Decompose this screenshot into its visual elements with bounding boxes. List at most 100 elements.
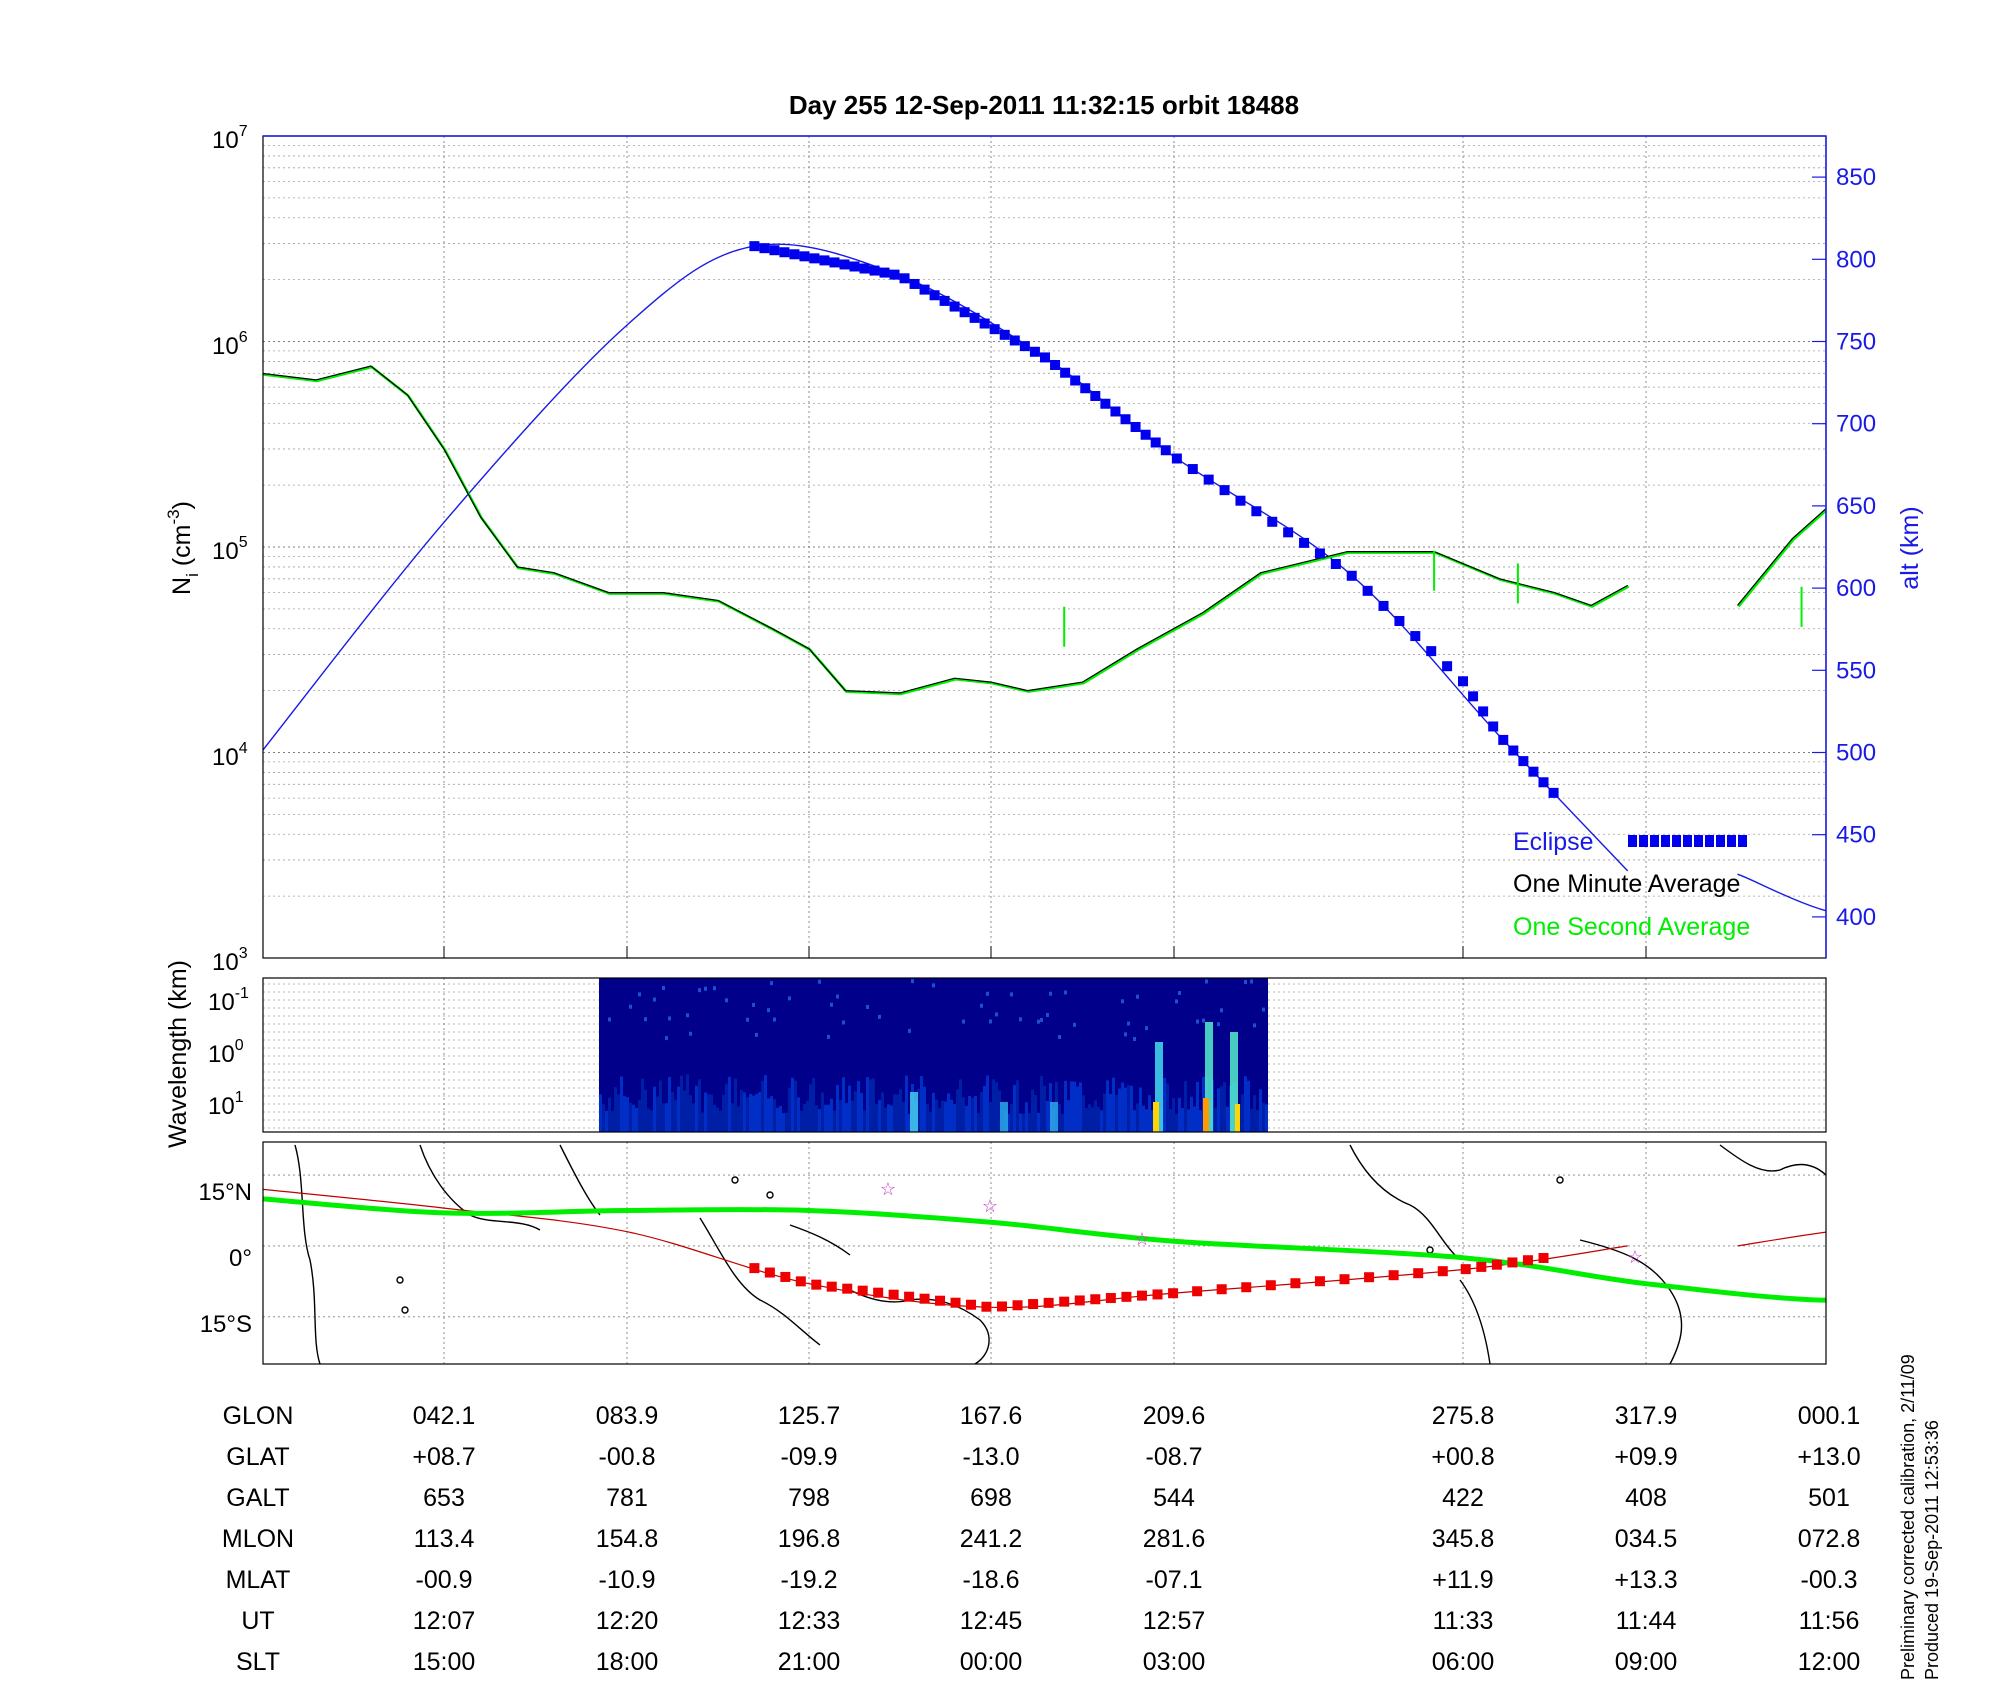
spectrogram-column bbox=[950, 1099, 953, 1132]
eclipse-track-marker bbox=[1152, 1289, 1163, 1300]
island bbox=[401, 1306, 409, 1314]
table-cell: 12:33 bbox=[778, 1607, 841, 1635]
spectrogram-speckle bbox=[1049, 991, 1052, 996]
eclipse-track-marker bbox=[1522, 1255, 1533, 1266]
spectrogram-column bbox=[788, 1087, 791, 1132]
spectrogram-speckle bbox=[767, 1008, 770, 1013]
eclipse-marker bbox=[1267, 516, 1278, 527]
spectrogram-column bbox=[1133, 1110, 1136, 1132]
table-cell: +11.9 bbox=[1432, 1566, 1493, 1594]
eclipse-marker bbox=[989, 324, 1000, 335]
spectrogram-column bbox=[1088, 1104, 1091, 1132]
spectrogram-column bbox=[1082, 1095, 1085, 1132]
spectrogram-column bbox=[938, 1108, 941, 1132]
eclipse-track-marker bbox=[1265, 1280, 1276, 1291]
spectrogram-column bbox=[743, 1092, 746, 1132]
spectrogram-column bbox=[734, 1078, 737, 1132]
spectrogram-column bbox=[923, 1086, 926, 1132]
eclipse-marker bbox=[1219, 485, 1230, 496]
map-grid bbox=[263, 1142, 1826, 1364]
spectrogram-column bbox=[815, 1105, 818, 1132]
spectrogram-column bbox=[1058, 1104, 1061, 1132]
eclipse-track-marker bbox=[981, 1301, 992, 1312]
table-cell: -10.9 bbox=[599, 1566, 656, 1594]
spectrogram-burst bbox=[1155, 1042, 1163, 1132]
spectrogram-column bbox=[770, 1096, 773, 1132]
spectrogram-column bbox=[932, 1092, 935, 1132]
eclipse-marker bbox=[1080, 383, 1091, 394]
spectrogram-panel: 10-1 100 101 Wavelength (km) bbox=[164, 960, 1827, 1148]
eclipse-marker bbox=[919, 284, 930, 295]
table-cell: 12:07 bbox=[413, 1607, 476, 1635]
spectrogram-column bbox=[764, 1075, 767, 1132]
chart-title: Day 255 12-Sep-2011 11:32:15 orbit 18488 bbox=[789, 90, 1299, 120]
table-cell: 544 bbox=[1153, 1484, 1195, 1512]
spectrogram-column bbox=[773, 1099, 776, 1132]
spectrogram-column bbox=[755, 1094, 758, 1132]
spectrogram-column bbox=[992, 1079, 995, 1132]
spectrogram-speckle bbox=[986, 991, 989, 996]
map-ytick-15n: 15°N bbox=[198, 1179, 252, 1206]
eclipse-marker bbox=[799, 251, 810, 262]
spectrogram-speckle bbox=[1145, 1026, 1148, 1031]
spectrogram-column bbox=[1127, 1085, 1130, 1132]
eclipse-track-marker bbox=[811, 1279, 822, 1290]
altitude-y-label: alt (km) bbox=[1896, 506, 1924, 589]
legend-eclipse-block bbox=[1738, 835, 1747, 847]
table-cell: -00.8 bbox=[599, 1443, 656, 1471]
spectrogram-column bbox=[893, 1094, 896, 1132]
spectrogram-column bbox=[1022, 1113, 1025, 1132]
spectrogram-column bbox=[674, 1099, 677, 1132]
eclipse-marker bbox=[1314, 548, 1325, 559]
spectrogram-column bbox=[1181, 1108, 1184, 1132]
spectrogram-column bbox=[1070, 1081, 1073, 1132]
spectrogram-column bbox=[746, 1097, 749, 1132]
eclipse-marker bbox=[819, 255, 830, 266]
spectrogram-column bbox=[890, 1105, 893, 1132]
alt-tick-label: 650 bbox=[1836, 493, 1876, 520]
eclipse-marker bbox=[1100, 398, 1111, 409]
spectrogram-column bbox=[965, 1105, 968, 1132]
spectrogram-column bbox=[1142, 1105, 1145, 1132]
table-cell: 21:00 bbox=[778, 1648, 841, 1676]
table-cell: 196.8 bbox=[778, 1525, 841, 1553]
spectrogram-column bbox=[848, 1085, 851, 1132]
spectrogram-column bbox=[839, 1099, 842, 1132]
spectrogram-column bbox=[1172, 1098, 1175, 1132]
ytick-1e5: 105 bbox=[212, 534, 248, 565]
spectrogram-column bbox=[887, 1104, 890, 1132]
table-cell: 317.9 bbox=[1615, 1402, 1678, 1430]
spectrogram-speckle bbox=[788, 996, 791, 1001]
spectrogram-speckle bbox=[662, 985, 665, 990]
spectrogram-speckle bbox=[1205, 979, 1208, 984]
spectrogram-column bbox=[614, 1087, 617, 1132]
alt-tick-label: 550 bbox=[1836, 657, 1876, 684]
spectrogram-column bbox=[941, 1100, 944, 1132]
spectrogram-column bbox=[665, 1103, 668, 1132]
table-cell: 167.6 bbox=[960, 1402, 1023, 1430]
spectrogram-speckle bbox=[1253, 1023, 1256, 1028]
eclipse-marker bbox=[809, 253, 820, 264]
density-minute-line bbox=[263, 365, 1826, 696]
legend-eclipse-block bbox=[1705, 835, 1714, 847]
spectrogram-burst bbox=[1050, 1102, 1058, 1132]
spectrogram-column bbox=[800, 1110, 803, 1132]
table-cell: -18.6 bbox=[963, 1566, 1020, 1594]
eclipse-track-marker bbox=[749, 1263, 760, 1274]
eclipse-track-marker bbox=[1437, 1266, 1448, 1277]
spectrogram-column bbox=[995, 1082, 998, 1132]
eclipse-marker bbox=[1468, 691, 1479, 702]
spectrogram-column bbox=[872, 1078, 875, 1132]
table-cell: 275.8 bbox=[1432, 1402, 1495, 1430]
coastlines bbox=[294, 1144, 1826, 1364]
spectrogram-speckle bbox=[818, 979, 821, 984]
spectrogram-speckle bbox=[866, 1004, 869, 1009]
spectrogram-column bbox=[1067, 1100, 1070, 1132]
table-row-label: UT bbox=[241, 1607, 274, 1635]
spectrogram-column bbox=[1223, 1082, 1226, 1132]
spectrogram-column bbox=[896, 1094, 899, 1132]
spectrogram-speckle bbox=[1040, 1017, 1043, 1022]
spectrogram-burst bbox=[1230, 1032, 1238, 1132]
table-cell: 09:00 bbox=[1615, 1648, 1678, 1676]
magnetic-equator-segment bbox=[263, 1188, 1628, 1309]
